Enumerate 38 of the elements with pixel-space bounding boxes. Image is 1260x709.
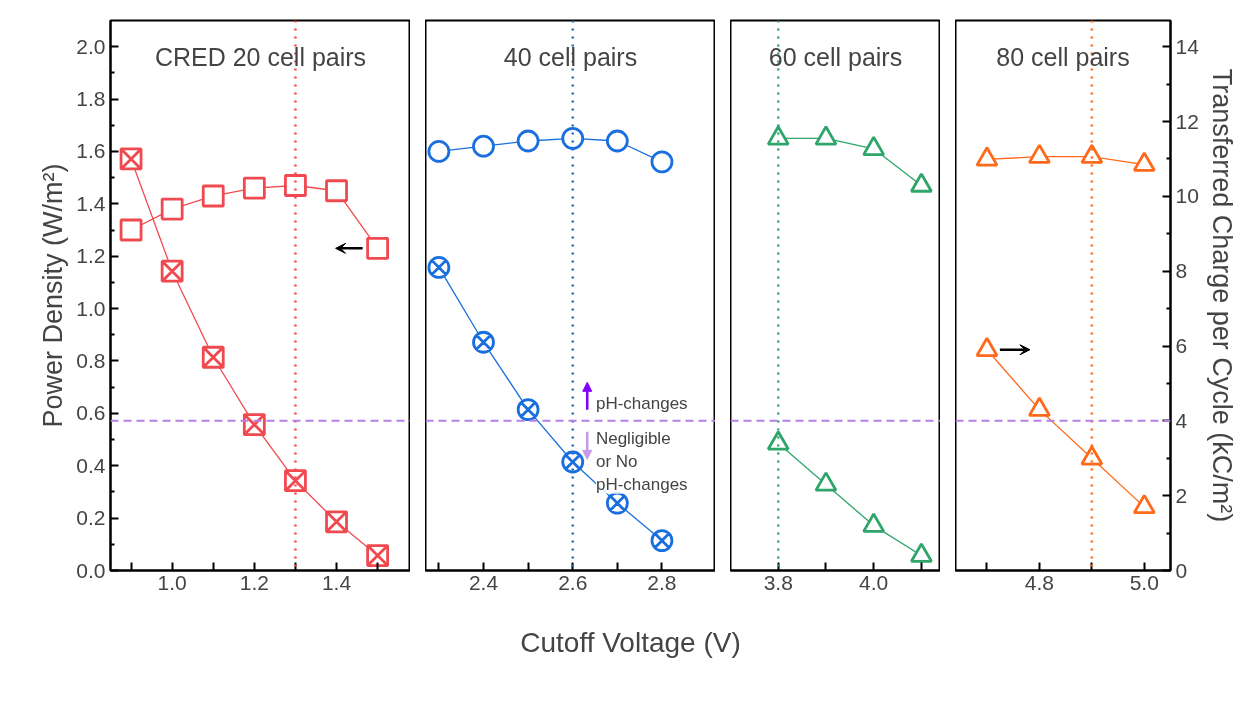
x-tick-label: 2.8 [647, 570, 677, 594]
y2-tick-label: 2 [1175, 483, 1188, 507]
y-tick-label: 0.6 [76, 401, 106, 425]
y2-tick-label: 10 [1175, 184, 1199, 208]
text: CRED 20 cell pairs [154, 42, 367, 71]
y-axis-title: Power Density (W/m²) [38, 163, 69, 428]
y-tick-label: 1.6 [76, 139, 106, 163]
x-tick-label: 3.8 [763, 570, 793, 594]
text: 40 cell pairs [503, 42, 638, 71]
y-tick-label: 1.0 [76, 296, 106, 320]
y2-tick-label: 8 [1175, 259, 1188, 283]
x-tick-label: 1.0 [157, 570, 187, 594]
x-tick-label: 2.6 [558, 570, 588, 594]
x-tick-label: 5.0 [1129, 570, 1159, 594]
y-tick-label: 0.4 [76, 453, 106, 477]
y2-tick-label: 4 [1175, 408, 1188, 432]
x-tick-label: 4.0 [859, 570, 889, 594]
text: 80 cell pairs [996, 42, 1130, 71]
x-tick-label: 2.4 [468, 570, 499, 594]
y-tick-label: 1.8 [76, 87, 106, 111]
y-tick-label: 2.0 [76, 34, 106, 58]
y2-tick-label: 12 [1175, 109, 1199, 133]
y2-tick-label: 6 [1175, 334, 1188, 358]
y-tick-label: 0.0 [76, 558, 106, 582]
y2-tick-label: 14 [1175, 34, 1200, 58]
y2-axis-title: Transferred Charge per Cycle (kC/m²) [1206, 68, 1237, 523]
y-tick-label: 0.2 [76, 506, 106, 530]
y-tick-label: 1.2 [76, 244, 106, 268]
y-tick-label: 0.8 [76, 348, 106, 372]
annotation: pH-changes [595, 393, 688, 413]
y2-tick-label: 0 [1175, 558, 1188, 582]
text: 60 cell pairs [768, 42, 903, 71]
annotation: Negligible or No pH-changes [595, 429, 688, 494]
x-axis-title: Cutoff Voltage (V) [520, 627, 741, 658]
y-tick-label: 1.4 [76, 191, 106, 215]
x-tick-label: 1.2 [239, 570, 269, 594]
x-tick-label: 1.4 [321, 570, 352, 594]
x-tick-label: 4.8 [1024, 570, 1055, 594]
